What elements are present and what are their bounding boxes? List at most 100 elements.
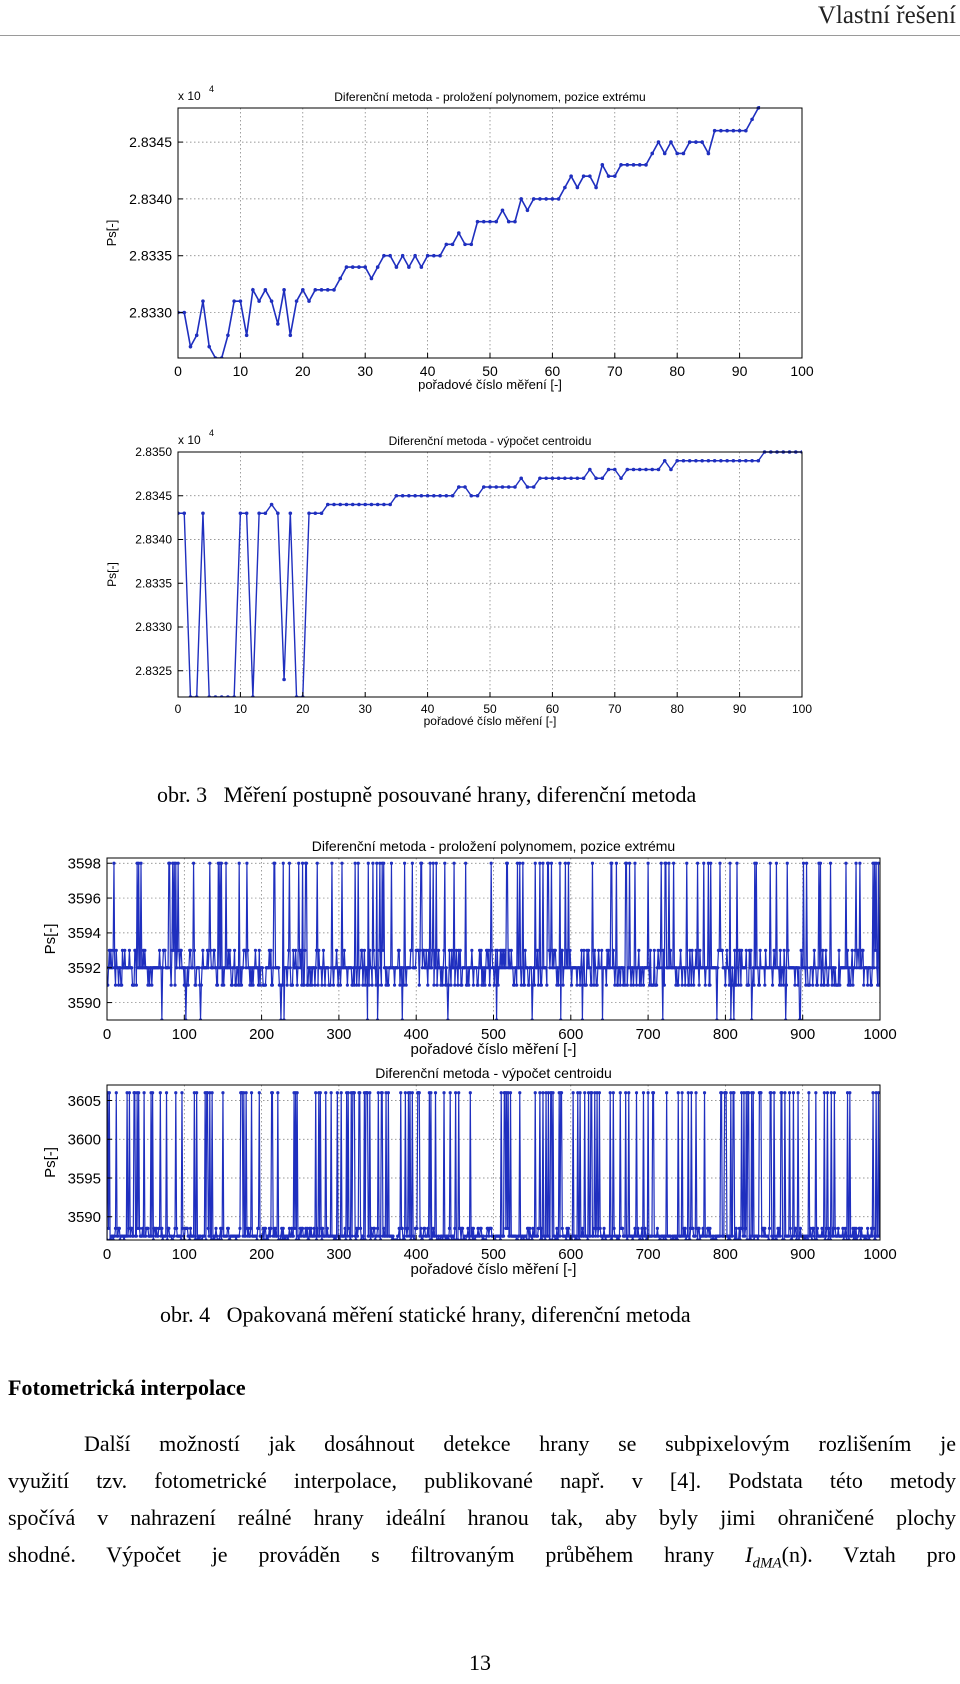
data-point <box>846 1234 850 1238</box>
data-point <box>382 253 386 258</box>
data-point <box>545 983 549 987</box>
data-point <box>537 1226 541 1230</box>
data-point <box>837 948 841 952</box>
data-point <box>127 1091 132 1095</box>
data-point <box>224 861 228 865</box>
data-point <box>719 128 723 133</box>
data-point <box>637 467 642 472</box>
data-point <box>463 966 467 970</box>
data-point <box>191 966 195 970</box>
data-point <box>694 140 698 144</box>
data-point <box>824 1234 828 1238</box>
data-point <box>561 983 565 987</box>
data-point <box>556 476 561 481</box>
data-point <box>667 861 671 865</box>
data-point <box>576 1234 581 1238</box>
data-point <box>492 983 496 987</box>
data-point <box>611 948 615 952</box>
data-point <box>848 1091 852 1095</box>
data-point <box>696 966 700 970</box>
data-point <box>185 1226 189 1230</box>
data-point <box>130 1226 134 1230</box>
data-point <box>454 1091 458 1095</box>
data-point <box>466 1226 470 1230</box>
data-point <box>575 983 579 987</box>
data-point <box>568 948 572 952</box>
data-point <box>808 983 812 987</box>
data-point <box>804 983 808 987</box>
data-point <box>876 861 880 865</box>
data-point <box>406 1226 410 1230</box>
data-point <box>134 1234 138 1238</box>
data-point <box>494 485 499 489</box>
data-point <box>850 1234 854 1238</box>
data-point <box>139 861 143 865</box>
data-point <box>125 1091 129 1095</box>
data-point <box>558 1234 562 1238</box>
data-point <box>378 861 382 865</box>
data-point <box>157 1226 162 1230</box>
data-point <box>315 1226 319 1230</box>
data-point <box>697 983 701 987</box>
data-point <box>226 1226 230 1230</box>
data-point <box>494 219 499 224</box>
data-point <box>426 948 431 952</box>
data-point <box>544 966 548 970</box>
data-point <box>208 861 212 865</box>
data-point <box>819 983 823 987</box>
data-point <box>662 151 667 156</box>
data-point <box>501 1234 506 1238</box>
data-point <box>805 1234 809 1238</box>
data-point <box>877 983 880 987</box>
data-point <box>781 95 785 99</box>
data-point <box>588 467 592 472</box>
data-point <box>812 1234 816 1238</box>
data-point <box>137 1226 142 1230</box>
data-point <box>725 948 729 952</box>
x-tick-label: 30 <box>359 702 373 716</box>
data-point <box>476 983 480 987</box>
data-point <box>551 1091 555 1095</box>
data-point <box>849 983 853 987</box>
data-point <box>538 861 542 865</box>
data-point <box>174 1226 179 1230</box>
data-point <box>371 1234 375 1238</box>
data-point <box>294 299 299 303</box>
x-tick-label: 200 <box>249 1026 274 1043</box>
data-point <box>352 983 356 987</box>
data-point <box>356 861 360 865</box>
y-tick-label: 3605 <box>68 1093 101 1110</box>
data-point <box>656 467 661 472</box>
data-point <box>506 485 511 489</box>
data-point <box>550 197 555 201</box>
data-point <box>731 458 736 463</box>
data-point <box>832 1234 836 1238</box>
data-point <box>669 140 673 144</box>
data-point <box>637 163 642 167</box>
data-point <box>614 966 618 970</box>
data-point <box>763 948 768 952</box>
data-point <box>680 1091 684 1095</box>
data-point <box>563 476 567 481</box>
data-point <box>685 1234 690 1238</box>
data-point <box>143 948 147 952</box>
data-point <box>728 861 732 865</box>
data-point <box>363 983 367 987</box>
data-point <box>744 948 748 952</box>
paragraph-line: využití tzv. fotometrické interpolace, p… <box>8 1468 956 1493</box>
x-tick-label: 900 <box>790 1026 815 1043</box>
data-point <box>205 1091 210 1095</box>
data-point <box>291 1234 295 1238</box>
data-point <box>675 966 679 970</box>
y-axis-label: Ps[-] <box>104 220 119 247</box>
data-point <box>556 197 561 201</box>
data-point <box>773 1234 777 1238</box>
data-point <box>763 95 767 99</box>
data-point <box>828 1234 832 1238</box>
x-tick-label: 50 <box>482 363 498 379</box>
data-point <box>662 983 666 987</box>
data-point <box>680 983 684 987</box>
data-point <box>597 1091 602 1095</box>
data-point <box>329 1091 333 1095</box>
data-point <box>408 966 412 970</box>
